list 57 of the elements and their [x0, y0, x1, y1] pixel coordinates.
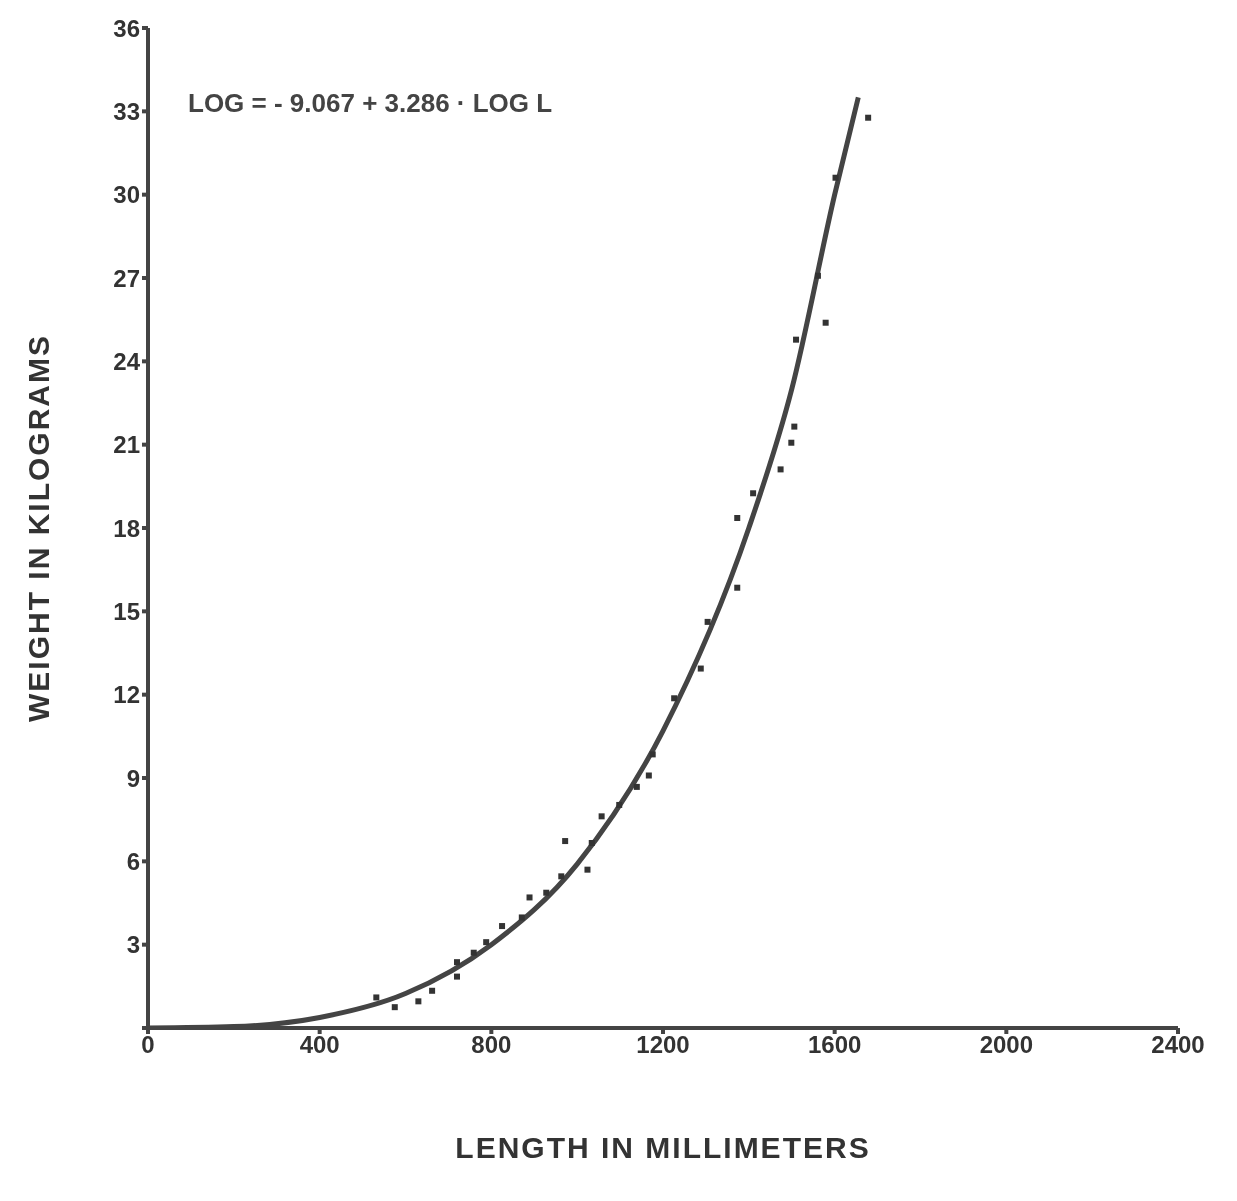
x-tick-label: 800	[471, 1031, 512, 1059]
point	[429, 987, 436, 994]
point	[616, 801, 623, 808]
point	[649, 751, 656, 758]
point	[373, 994, 380, 1001]
point	[671, 695, 678, 702]
point	[832, 174, 839, 181]
y-tick-label: 33	[113, 97, 140, 125]
point	[454, 959, 460, 966]
annotation: LOG = - 9.067 + 3.286 · LOG L	[188, 88, 553, 119]
point	[470, 949, 477, 956]
point	[584, 866, 591, 873]
point	[777, 466, 784, 473]
point	[697, 665, 704, 672]
point	[704, 618, 711, 625]
point	[633, 783, 640, 790]
y-tick-label: 12	[113, 681, 140, 709]
x-tick-label: 400	[299, 1031, 340, 1059]
point	[562, 838, 569, 845]
point	[588, 840, 595, 846]
point	[750, 490, 757, 497]
x-tick-label: 2000	[979, 1031, 1034, 1059]
x-tick-label: 1600	[807, 1031, 862, 1059]
y-tick-label: 24	[113, 347, 141, 375]
y-tick-label: 30	[113, 181, 140, 209]
x-tick-label: 0	[141, 1031, 155, 1059]
point	[558, 873, 565, 880]
point	[526, 894, 533, 901]
point	[865, 114, 872, 121]
x-tick-label: 2400	[1151, 1031, 1205, 1059]
point	[814, 272, 821, 279]
x-tick-label: 1200	[636, 1031, 690, 1059]
point	[822, 319, 829, 326]
point	[598, 813, 605, 820]
y-tick-label: 9	[126, 764, 140, 792]
x-axis-title: LENGTH IN MILLIMETERS	[455, 1131, 871, 1164]
point	[518, 914, 525, 921]
y-tick-label: 3	[126, 931, 140, 959]
y-tick-label: 18	[113, 514, 140, 542]
point	[734, 515, 741, 521]
point	[483, 939, 490, 946]
point	[645, 772, 652, 779]
point	[793, 336, 800, 343]
y-tick-label: 15	[113, 597, 140, 625]
point	[788, 439, 795, 446]
point	[499, 923, 506, 930]
y-tick-label: 36	[113, 14, 140, 42]
y-tick-label: 21	[113, 431, 140, 459]
y-axis-title: WEIGHT IN KILOGRAMS	[21, 334, 55, 722]
point	[791, 423, 798, 430]
point	[734, 584, 741, 591]
point	[391, 1004, 398, 1011]
y-tick-label: 27	[113, 264, 140, 292]
point	[415, 998, 422, 1005]
point	[454, 973, 460, 980]
point	[543, 889, 550, 896]
y-tick-label: 6	[126, 847, 140, 875]
